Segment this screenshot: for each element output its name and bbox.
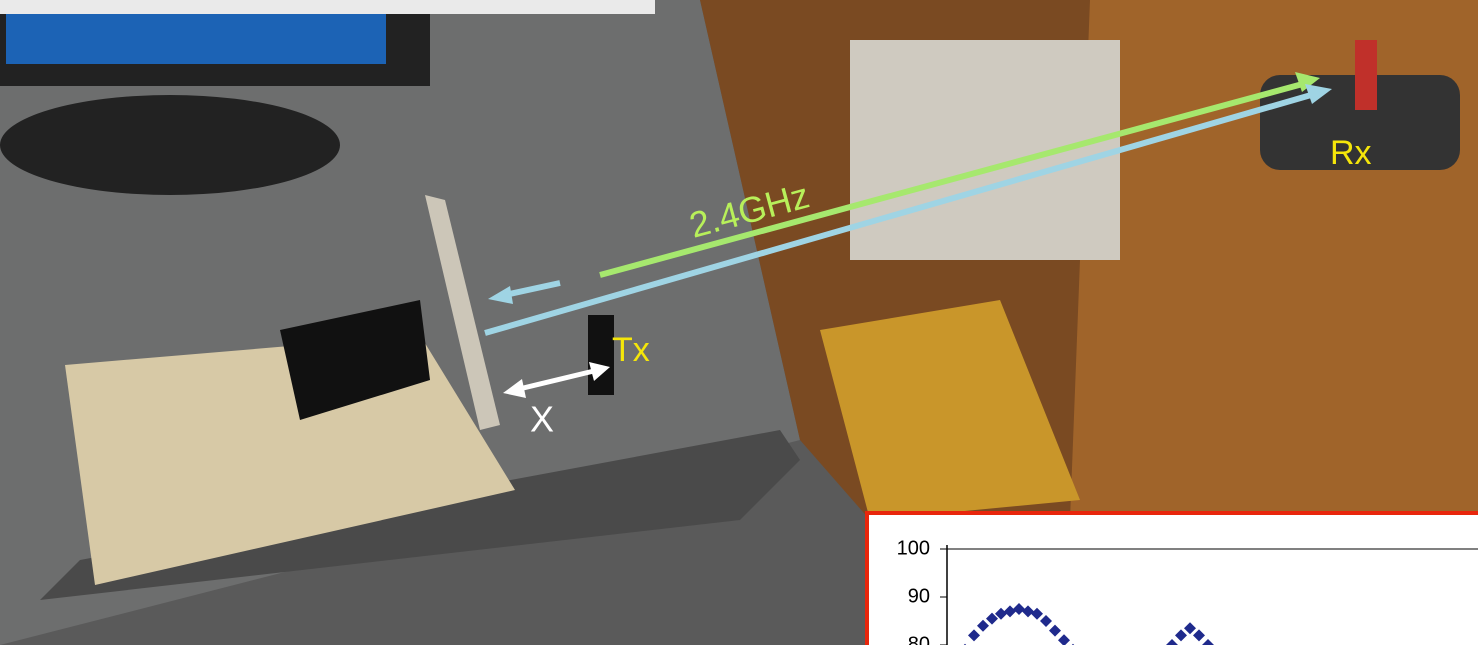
- data-point: [1184, 622, 1196, 635]
- inset-chart: 100 90 80: [865, 511, 1478, 650]
- distance-arrowhead-left: [503, 379, 526, 398]
- data-point: [1013, 603, 1025, 615]
- data-point: [1040, 615, 1052, 627]
- rx-label: Rx: [1330, 134, 1372, 172]
- green-arrow: [599, 79, 1311, 278]
- distance-arrow: [514, 367, 599, 393]
- data-point: [1193, 629, 1205, 642]
- green-arrowhead: [1295, 72, 1320, 92]
- data-point: [1031, 607, 1043, 620]
- data-point: [968, 629, 980, 642]
- inset-frame: [865, 511, 1478, 650]
- book: [65, 335, 515, 585]
- data-point: [977, 619, 989, 632]
- blue-return-arrowhead: [488, 286, 513, 304]
- monitor-screen: [6, 14, 386, 64]
- reflector: [425, 195, 500, 430]
- desk-edge: [40, 430, 800, 600]
- envelopes: [820, 300, 1080, 520]
- rx-hub: [1260, 75, 1460, 170]
- tx-device: [588, 315, 614, 395]
- data-point: [1049, 624, 1061, 637]
- data-point: [1175, 629, 1187, 642]
- blue-arrowhead: [1305, 84, 1332, 104]
- tx-label: Tx: [612, 331, 650, 369]
- distance-arrowhead-right: [589, 362, 610, 381]
- book-cover-logo: [280, 300, 430, 420]
- rx-device: [1355, 40, 1377, 110]
- top-strip: [0, 0, 655, 14]
- y-tick-label: 80: [908, 633, 930, 645]
- data-point: [1058, 634, 1070, 647]
- data-point: [986, 612, 998, 625]
- data-point: [995, 607, 1007, 620]
- data-point: [1004, 605, 1016, 618]
- y-tick-label: 90: [908, 585, 930, 607]
- data-point: [1022, 605, 1034, 618]
- monitor-stand: [0, 95, 340, 195]
- blue-arrow: [484, 90, 1319, 336]
- x-label: X: [530, 399, 554, 440]
- y-tick-label: 100: [897, 537, 930, 559]
- paper-box: [850, 40, 1120, 260]
